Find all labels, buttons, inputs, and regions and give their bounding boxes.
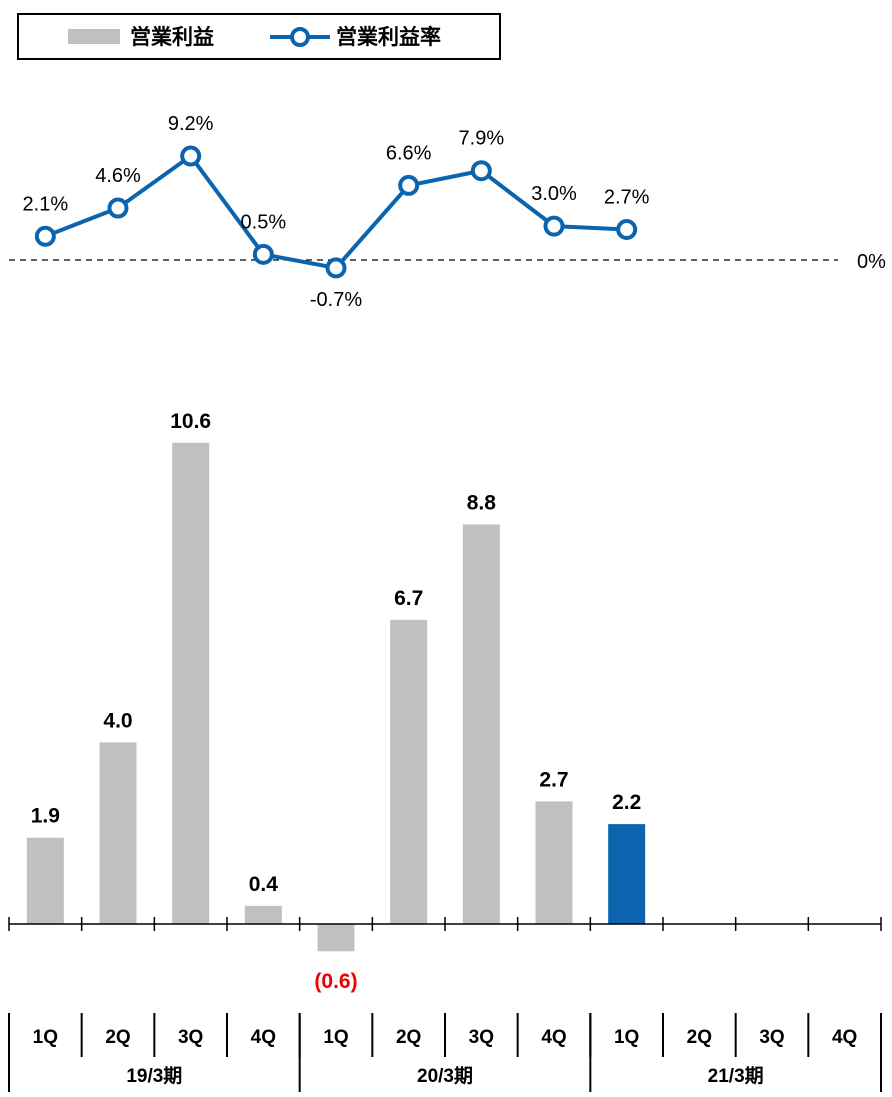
bar-value-label: 10.6 <box>170 410 211 433</box>
bar <box>390 619 428 924</box>
quarter-label: 3Q <box>178 1027 203 1048</box>
ratio-value-label: 7.9% <box>459 128 505 150</box>
ratio-point <box>325 257 347 279</box>
quarter-label: 4Q <box>541 1027 566 1048</box>
bar <box>244 905 282 924</box>
ratio-point <box>543 215 565 237</box>
legend-bar-swatch <box>68 29 120 44</box>
ratio-value-label: 9.2% <box>168 113 214 135</box>
legend-line-label: 営業利益率 <box>336 25 441 49</box>
quarter-label: 4Q <box>251 1027 276 1048</box>
ratio-point <box>180 145 202 167</box>
ratio-value-label: 4.6% <box>95 165 141 187</box>
bar-value-label: 2.2 <box>612 791 641 814</box>
ratio-point <box>616 218 638 240</box>
quarter-label: 1Q <box>33 1027 58 1048</box>
bar-value-label: 2.7 <box>539 768 568 791</box>
bar <box>608 824 646 924</box>
ratio-value-label: 0.5% <box>241 211 287 233</box>
bar <box>317 924 355 952</box>
ratio-point <box>252 243 274 265</box>
quarter-label: 2Q <box>105 1027 130 1048</box>
ratio-line-area: 0% 2.1% 4.6% 9.2% 0.5% -0.7% 6.6% 7.9% 3.0% 2.7% <box>9 113 886 311</box>
ratio-value-label: -0.7% <box>310 289 362 311</box>
bar-value-label: 0.4 <box>249 873 279 896</box>
bar-value-label: 4.0 <box>103 709 132 732</box>
ratio-point <box>398 174 420 196</box>
ratio-point <box>107 197 129 219</box>
ratio-point <box>34 225 56 247</box>
bar <box>172 442 210 924</box>
zero-reference-label: 0% <box>857 251 886 273</box>
bar-value-label: 6.7 <box>394 587 423 610</box>
category-axis: 1Q 2Q 3Q 4Q 1Q 2Q 3Q 4Q 1Q 2Q 3Q 4Q 19/3期 20/3期 21/3期 <box>8 917 882 1092</box>
quarter-label: 1Q <box>323 1027 348 1048</box>
quarter-label: 2Q <box>687 1027 712 1048</box>
bar <box>535 801 573 924</box>
legend-bar-label: 営業利益 <box>130 25 214 49</box>
bar <box>462 524 500 924</box>
quarter-label: 1Q <box>614 1027 639 1048</box>
ratio-value-label: 2.7% <box>604 186 650 208</box>
bar <box>26 837 64 924</box>
bar-plot-area: 1.9 4.0 10.6 0.4 (0.6) 6.7 8.8 2.7 2.2 <box>26 410 646 993</box>
legend: 営業利益 営業利益率 <box>17 13 501 60</box>
quarter-label: 3Q <box>759 1027 784 1048</box>
quarter-label: 3Q <box>469 1027 494 1048</box>
bar <box>99 742 137 924</box>
legend-line-marker <box>290 27 310 47</box>
ratio-value-label: 2.1% <box>23 193 69 215</box>
quarter-label: 2Q <box>396 1027 421 1048</box>
quarter-label: 4Q <box>832 1027 857 1048</box>
ratio-value-label: 3.0% <box>531 183 577 205</box>
bar-value-label: 8.8 <box>467 491 497 514</box>
bar-value-label: (0.6) <box>314 970 357 993</box>
year-label: 21/3期 <box>708 1065 764 1087</box>
ratio-point <box>470 160 492 182</box>
year-label: 19/3期 <box>126 1065 182 1087</box>
ratio-value-label: 6.6% <box>386 142 432 164</box>
bar-value-label: 1.9 <box>31 805 60 828</box>
year-label: 20/3期 <box>417 1065 473 1087</box>
